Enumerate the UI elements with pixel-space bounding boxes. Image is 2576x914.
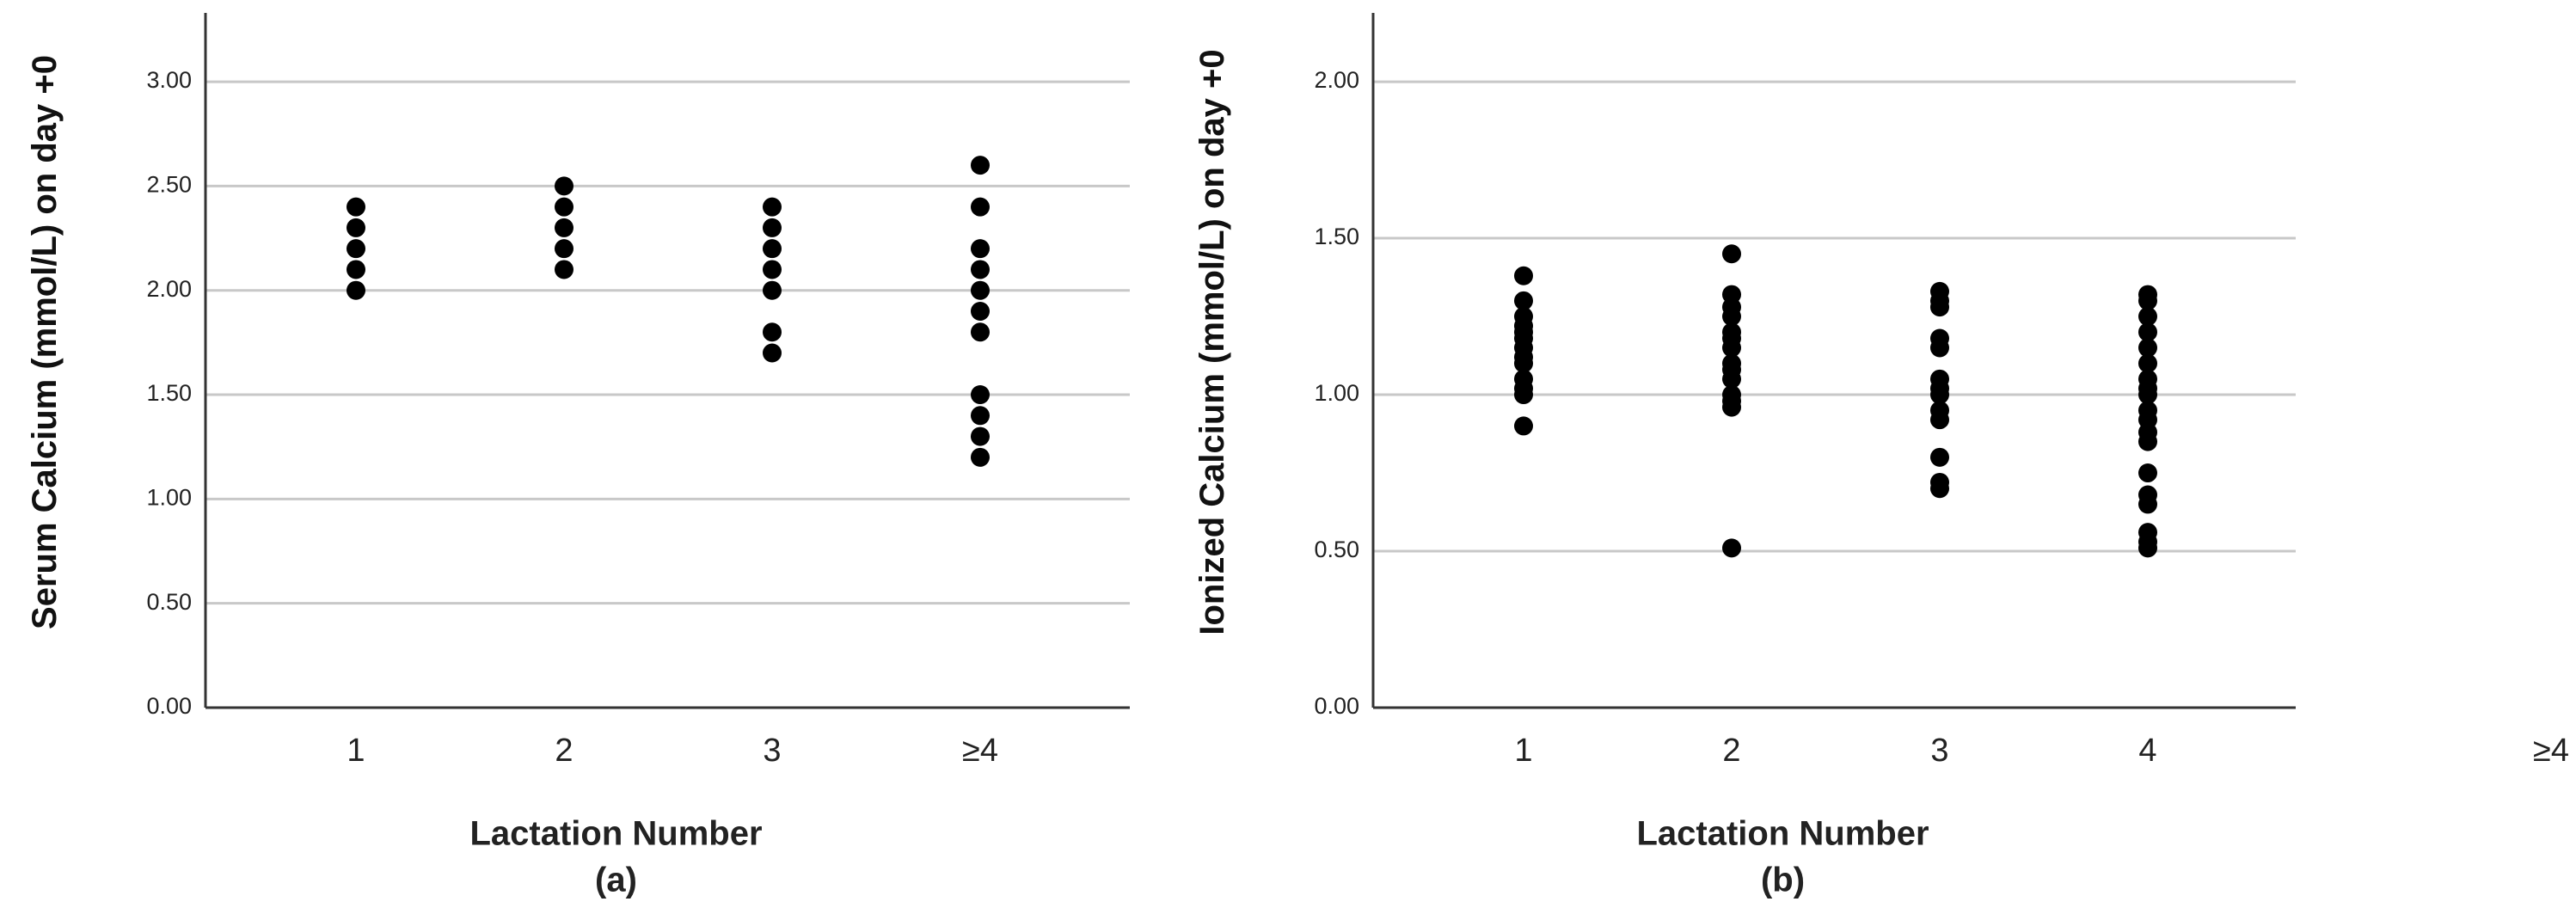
point xyxy=(971,385,990,405)
point xyxy=(347,218,365,237)
point xyxy=(2138,353,2157,373)
point xyxy=(1930,401,1949,420)
x-tick-label: 1 xyxy=(1514,733,1532,769)
y-tick-label: 1.00 xyxy=(1314,380,1359,406)
point xyxy=(347,260,365,279)
point xyxy=(1930,328,1949,348)
x-axis-label: Lactation Number xyxy=(469,815,762,853)
point xyxy=(763,197,782,217)
point xyxy=(971,239,990,259)
point xyxy=(555,239,573,259)
x-tick-label: 3 xyxy=(1930,733,1948,769)
y-tick-label: 2.00 xyxy=(146,276,192,302)
point xyxy=(971,301,990,321)
point xyxy=(1514,291,1533,310)
x-tick-label: 2 xyxy=(1722,733,1740,769)
point xyxy=(1722,538,1741,558)
x-tick-label: 2 xyxy=(555,733,573,769)
point xyxy=(763,218,782,237)
point xyxy=(555,218,573,237)
point xyxy=(2138,307,2157,327)
point xyxy=(763,343,782,363)
point xyxy=(971,447,990,467)
point xyxy=(1514,416,1533,436)
point xyxy=(2138,523,2157,543)
point xyxy=(2138,485,2157,505)
point xyxy=(971,197,990,217)
x-axis-label: Lactation Number xyxy=(1636,815,1929,853)
point xyxy=(2138,463,2157,483)
point xyxy=(763,322,782,342)
y-tick-label: 2.00 xyxy=(1314,67,1359,93)
point xyxy=(1722,244,1741,264)
subtitle: (b) xyxy=(1761,862,1805,899)
point xyxy=(1930,281,1949,301)
y-tick-label: 0.00 xyxy=(146,693,192,719)
point xyxy=(555,197,573,217)
point xyxy=(555,176,573,196)
point xyxy=(1514,307,1533,327)
point xyxy=(971,322,990,342)
y-axis-label: Serum Calcium (mmol/L) on day +0 xyxy=(26,55,64,629)
y-tick-label: 1.50 xyxy=(1314,224,1359,249)
point xyxy=(1930,447,1949,467)
point xyxy=(2138,285,2157,304)
subtitle: (a) xyxy=(595,862,637,899)
point xyxy=(971,426,990,446)
x-tick-label: ≥4 xyxy=(962,733,998,769)
point xyxy=(2138,401,2157,420)
point xyxy=(971,280,990,300)
point xyxy=(1722,385,1741,405)
point xyxy=(2138,338,2157,358)
point xyxy=(347,280,365,300)
y-tick-label: 0.50 xyxy=(1314,537,1359,562)
point xyxy=(347,239,365,259)
point xyxy=(971,156,990,175)
point xyxy=(1722,322,1741,342)
y-axis-label: Ionized Calcium (mmol/L) on day +0 xyxy=(1193,49,1231,635)
x-tick-label: 1 xyxy=(347,733,365,769)
point xyxy=(2138,369,2157,389)
point xyxy=(971,260,990,279)
point xyxy=(1930,472,1949,492)
point xyxy=(763,280,782,300)
point xyxy=(1514,266,1533,285)
x-tick-label: 4 xyxy=(2138,733,2156,769)
y-tick-label: 1.00 xyxy=(146,484,192,510)
y-tick-label: 0.50 xyxy=(146,589,192,615)
annotation: ≥4 xyxy=(2533,733,2569,769)
y-tick-label: 3.00 xyxy=(146,67,192,93)
point xyxy=(1930,369,1949,389)
point xyxy=(2138,322,2157,342)
point xyxy=(1722,285,1741,304)
point xyxy=(1722,353,1741,373)
point xyxy=(555,260,573,279)
y-tick-label: 0.00 xyxy=(1314,693,1359,719)
point xyxy=(763,260,782,279)
x-tick-label: 3 xyxy=(763,733,781,769)
point xyxy=(971,406,990,426)
y-tick-label: 2.50 xyxy=(146,172,192,198)
point xyxy=(1514,369,1533,389)
point xyxy=(763,239,782,259)
y-tick-label: 1.50 xyxy=(146,380,192,406)
point xyxy=(347,197,365,217)
